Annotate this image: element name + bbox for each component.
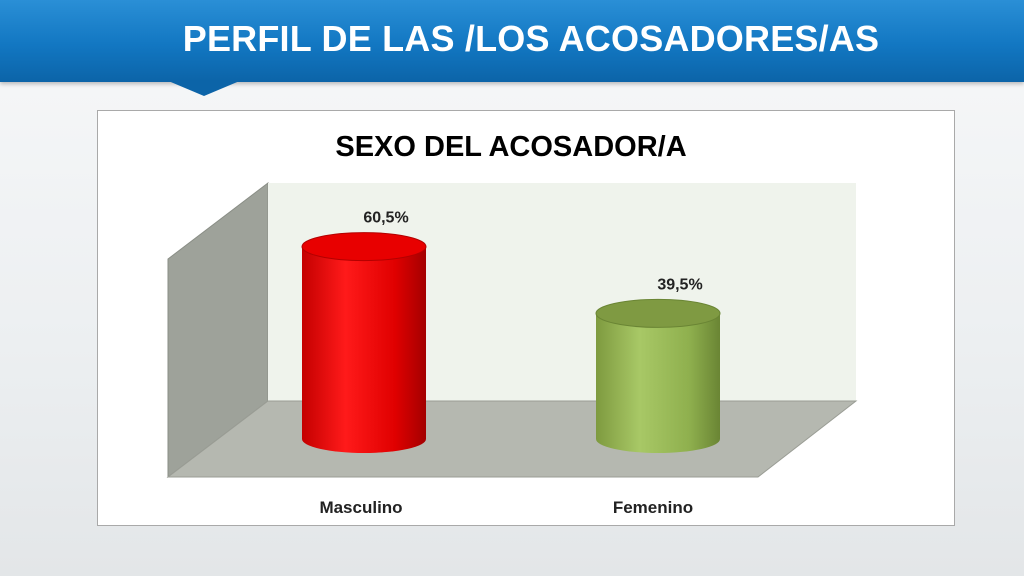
bar-top [301, 232, 427, 262]
data-label-masculino: 60,5% [363, 210, 408, 227]
bar-masculino: 60,5% [301, 210, 427, 453]
bar-body [302, 246, 426, 453]
chart-title: SEXO DEL ACOSADOR/A [335, 131, 686, 163]
bar-top [595, 298, 721, 328]
chart-frame: SEXO DEL ACOSADOR/A 60,5% 39,5% Masculino… [97, 110, 955, 526]
bar-body [596, 313, 720, 453]
slide-title: PERFIL DE LAS /LOS ACOSADORES/AS [182, 18, 880, 59]
floor [166, 400, 858, 478]
category-label-femenino: Femenino [613, 498, 693, 517]
header-notch [166, 80, 242, 96]
bar-chart: SEXO DEL ACOSADOR/A 60,5% 39,5% Masculino… [166, 131, 858, 517]
bar-femenino: 39,5% [595, 276, 721, 453]
slide-header: PERFIL DE LAS /LOS ACOSADORES/AS [0, 0, 1024, 82]
category-label-masculino: Masculino [319, 498, 402, 517]
data-label-femenino: 39,5% [657, 276, 702, 293]
